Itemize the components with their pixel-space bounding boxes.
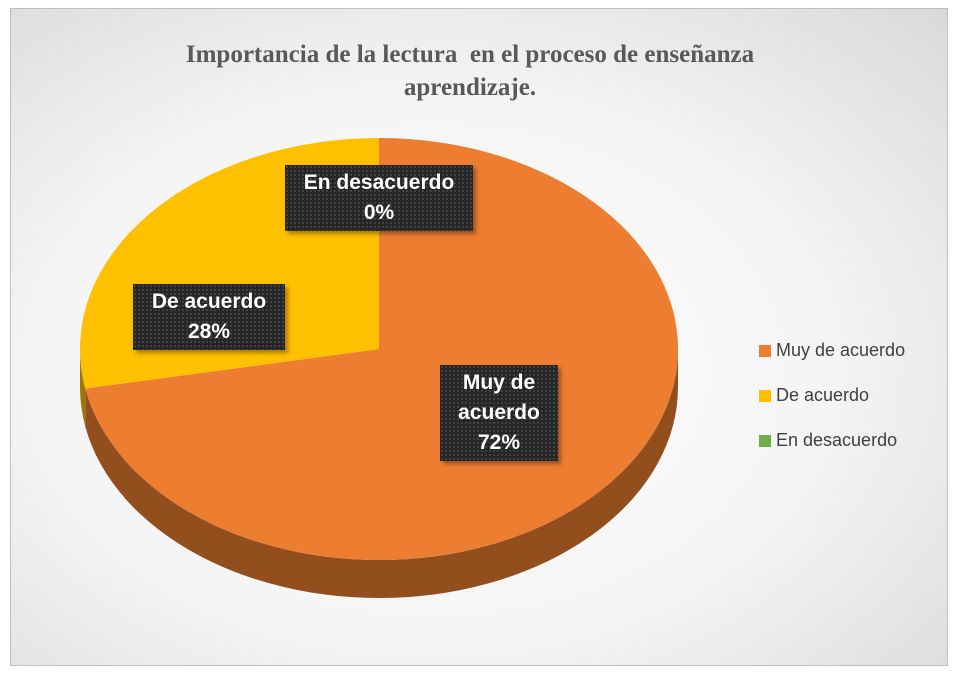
pie-slice-side [85, 349, 678, 599]
legend-label: De acuerdo [776, 385, 870, 405]
data-label-name: Muy de acuerdo [458, 371, 540, 424]
data-label: En desacuerdo 0% [285, 165, 473, 231]
legend-item: Muy de acuerdo [759, 340, 905, 361]
data-label: Muy de acuerdo 72% [440, 365, 558, 461]
chart-title: Importancia de la lectura en el proceso … [185, 41, 761, 101]
pie-slice-side [80, 349, 86, 427]
legend-item: En desacuerdo [759, 430, 897, 451]
legend-swatch [759, 434, 771, 447]
legend-swatch [759, 389, 771, 402]
data-label-value: 0% [363, 201, 395, 224]
legend-swatch [759, 344, 771, 357]
legend-label: Muy de acuerdo [776, 340, 906, 360]
data-label-value: 72% [477, 431, 521, 454]
legend-label: En desacuerdo [776, 430, 898, 450]
data-label-name: De acuerdo [151, 290, 267, 313]
legend-item: De acuerdo [759, 385, 869, 406]
data-label-value: 28% [187, 320, 231, 343]
data-label-name: En desacuerdo [303, 171, 455, 194]
data-label: De acuerdo 28% [133, 284, 285, 350]
